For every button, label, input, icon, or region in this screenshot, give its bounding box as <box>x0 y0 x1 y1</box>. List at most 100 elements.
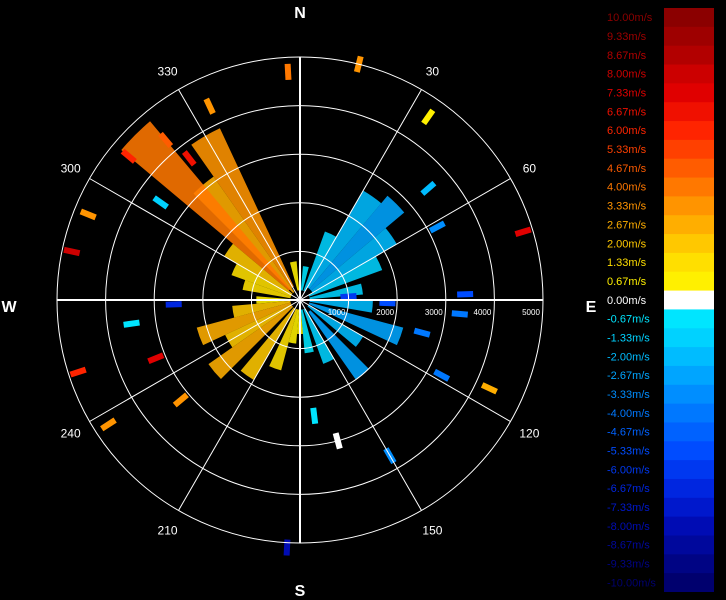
azimuth-label: 210 <box>158 523 178 537</box>
echo-cell <box>421 108 436 126</box>
azimuth-spoke <box>299 299 511 422</box>
legend-label: 2.67m/s <box>607 219 647 231</box>
range-label: 3000 <box>425 308 443 317</box>
echo-cell <box>283 539 291 556</box>
compass-south-label: S <box>295 583 306 600</box>
legend-swatch <box>664 554 714 574</box>
legend-swatch <box>664 290 714 310</box>
velocity-sector <box>308 256 383 297</box>
velocity-sector <box>208 305 294 380</box>
azimuth-spoke <box>299 89 422 301</box>
echo-cell <box>203 97 216 115</box>
azimuth-spoke <box>89 178 301 301</box>
legend-swatch <box>664 347 714 367</box>
legend-swatch <box>664 573 714 592</box>
velocity-sector <box>309 300 373 313</box>
legend-swatch <box>664 252 714 273</box>
echo-cell <box>147 352 165 365</box>
legend-label: -2.00m/s <box>607 351 650 363</box>
range-label: 4000 <box>474 308 492 317</box>
legend-label: 4.00m/s <box>607 182 647 194</box>
echo-cell <box>457 290 474 298</box>
legend-swatch <box>664 441 714 461</box>
azimuth-label: 60 <box>523 162 537 176</box>
compass-west-label: W <box>1 299 17 316</box>
legend-label: 6.00m/s <box>607 125 647 137</box>
legend-label: 0.67m/s <box>607 276 647 288</box>
velocity-sector <box>224 243 293 296</box>
velocity-sector <box>240 307 296 380</box>
azimuth-label: 120 <box>519 426 539 440</box>
velocity-sector <box>191 128 294 289</box>
velocity-sector <box>242 280 291 299</box>
echo-cell <box>413 327 431 338</box>
azimuth-spoke <box>299 299 422 511</box>
legend-label: -3.33m/s <box>607 389 650 401</box>
scattered-echoes <box>63 55 532 556</box>
azimuth-spoke <box>89 299 301 422</box>
legend-label: -8.67m/s <box>607 540 650 552</box>
range-labels: 1000 2000 3000 4000 5000 <box>328 308 541 317</box>
legend-label: -6.00m/s <box>607 464 650 476</box>
legend-label: -4.00m/s <box>607 408 650 420</box>
echo-cell <box>79 208 97 221</box>
velocity-sector <box>289 261 300 291</box>
legend-label: -9.33m/s <box>607 559 650 571</box>
legend-swatch <box>664 478 714 499</box>
legend-swatch <box>664 64 714 84</box>
legend-label: -5.33m/s <box>607 445 650 457</box>
echo-cell <box>284 63 292 81</box>
legend-swatch <box>664 8 714 28</box>
legend-label: -10.00m/s <box>607 577 656 589</box>
range-label: 5000 <box>522 308 540 317</box>
echo-cell <box>152 195 169 210</box>
legend-swatch <box>664 234 714 254</box>
azimuth-spoke <box>299 178 511 301</box>
legend-swatch <box>664 365 714 386</box>
velocity-sector <box>309 195 405 291</box>
echo-cell <box>428 220 446 234</box>
legend-label: 8.67m/s <box>607 50 647 62</box>
velocity-sector <box>308 302 404 346</box>
velocity-sector <box>196 302 292 346</box>
range-label: 2000 <box>376 308 394 317</box>
velocity-sector <box>121 121 291 291</box>
velocity-sector <box>300 266 309 291</box>
velocity-sectors <box>121 121 405 380</box>
velocity-sector <box>303 308 335 364</box>
velocity-sector <box>303 231 337 292</box>
legend-swatch <box>664 26 714 47</box>
legend-swatch <box>664 271 714 292</box>
legend-swatch <box>664 309 714 329</box>
velocity-sector <box>269 308 298 371</box>
legend-swatch <box>664 158 714 179</box>
echo-cell <box>379 299 396 307</box>
legend-swatch <box>664 403 714 423</box>
echo-cell <box>480 382 498 395</box>
legend-swatch <box>664 196 714 216</box>
legend-label: -4.67m/s <box>607 427 650 439</box>
legend-label: -1.33m/s <box>607 332 650 344</box>
azimuth-label: 300 <box>61 162 81 176</box>
legend-swatch <box>664 422 714 442</box>
velocity-sector <box>307 304 364 347</box>
velocity-sector <box>300 309 314 354</box>
echo-cell <box>69 366 87 378</box>
legend-swatch <box>664 121 714 141</box>
legend-label: 10.00m/s <box>607 12 653 24</box>
velocity-legend: 10.00m/s 9.33m/s 8.67m/s 8.00m/s 7.33m/s 6.67… <box>607 8 714 592</box>
velocity-sector <box>307 190 382 289</box>
legend-swatch <box>664 102 714 122</box>
legend-swatch <box>664 460 714 480</box>
azimuth-spoke <box>178 299 301 511</box>
legend-label: 4.67m/s <box>607 163 647 175</box>
azimuth-label: 330 <box>158 65 178 79</box>
echo-cell <box>172 392 189 408</box>
echo-cell <box>451 310 469 318</box>
echo-cell <box>120 148 137 164</box>
legend-swatch <box>664 45 714 66</box>
polar-grid <box>56 56 544 544</box>
legend-swatch <box>664 497 714 518</box>
legend-swatch <box>664 384 714 405</box>
echo-cell <box>433 368 451 382</box>
